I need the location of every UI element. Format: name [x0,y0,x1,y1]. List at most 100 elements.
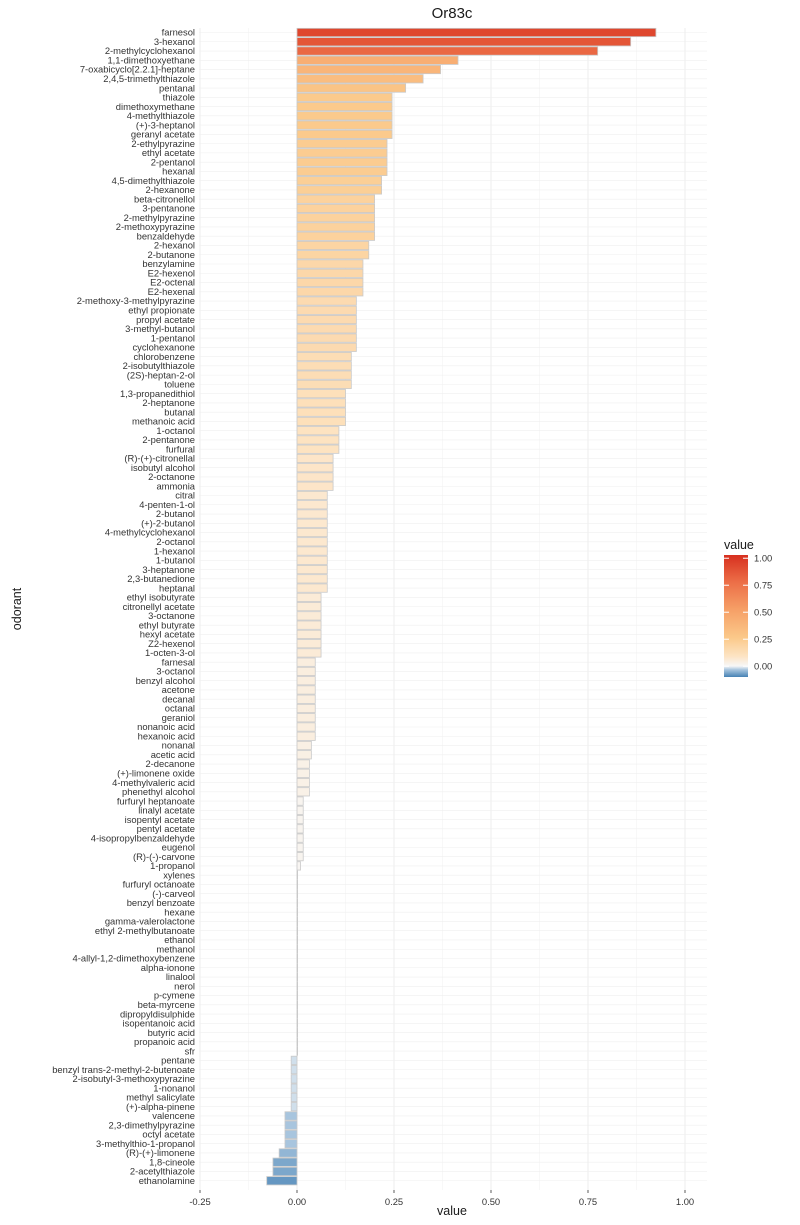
bar [296,277,364,288]
y-tick-label: 3-methyl-butanol [125,323,195,334]
y-tick-label: nerol [174,980,195,991]
y-tick-label: octanal [165,703,195,714]
bar [296,685,316,695]
bar [296,972,299,982]
y-tick-label: 2-hexanol [154,240,195,251]
x-tick-label: 0.75 [579,1196,597,1207]
bar [290,1065,298,1075]
bar [296,889,299,899]
y-tick-labels: farnesol3-hexanol2-methylcyclohexanol1,1… [52,27,196,1186]
y-tick-label: linalyl acetate [138,805,195,816]
y-tick-label: (+)-3-heptanol [136,119,195,130]
y-tick-label: 1-octen-3-ol [145,647,195,658]
y-tick-label: nonanoic acid [137,721,195,732]
y-tick-label: 4-isopropylbenzaldehyde [91,832,195,843]
y-tick-label: geraniol [162,712,195,723]
y-tick-label: 1,1-dimethoxyethane [107,54,195,65]
y-tick-label: farnesal [162,656,195,667]
bar [296,324,357,334]
y-tick-label: 3-octanol [156,666,195,677]
bar [296,389,346,399]
y-tick-label: ethyl propionate [128,305,195,316]
bar [296,879,299,889]
bar [296,740,312,751]
bar [296,203,375,214]
bar [296,250,370,260]
bar [296,787,310,797]
y-tick-label: citral [175,490,195,501]
y-tick-label: beta-myrcene [138,999,195,1010]
bar [296,490,328,501]
legend-tick-label: 0.50 [754,607,772,618]
bar [296,666,316,677]
y-tick-label: 2-methylcyclohexanol [105,45,195,56]
bar [296,435,340,445]
bar [296,916,299,927]
bar [296,907,299,917]
bar [296,833,304,843]
bar [296,852,304,862]
bar [296,509,328,519]
y-tick-label: propanoic acid [134,1036,195,1047]
bar [296,537,328,547]
bar [296,611,322,621]
bar [296,231,375,241]
y-tick-label: 3-pentanone [142,203,195,214]
bar [296,981,299,991]
bar [296,481,334,491]
y-tick-label: ethanolamine [139,1175,195,1186]
legend-title: value [724,538,754,552]
y-tick-label: (R)-(+)-limonene [126,1147,195,1158]
y-tick-label: E2-octenal [150,277,195,288]
y-tick-label: hexane [164,906,195,917]
y-tick-label: 2-isobutylthiazole [123,360,195,371]
bar [296,546,328,556]
y-tick-label: furfuryl heptanoate [117,795,195,806]
bar [296,592,322,602]
bar [296,296,357,306]
bar [296,64,441,75]
y-tick-label: ethyl isobutyrate [127,592,195,603]
y-tick-label: xylenes [163,869,195,880]
bar [296,129,393,139]
y-tick-label: 3-hexanol [154,36,195,47]
bar [296,935,299,945]
bar [290,1074,298,1084]
y-tick-label: geranyl acetate [131,129,195,140]
legend-colorbar [724,555,748,677]
bar [296,713,316,723]
legend-tick-label: 0.00 [754,661,772,672]
legend-tick-label: 1.00 [754,553,772,564]
bar [296,74,424,84]
bar [296,861,301,871]
y-tick-label: 3-methylthio-1-propanol [96,1138,195,1149]
y-tick-label: E2-hexenol [148,267,195,278]
bar [296,92,393,102]
x-tick-label: 0.50 [482,1196,500,1207]
y-tick-label: octyl acetate [142,1129,195,1140]
y-tick-label: (+)-limonene oxide [117,768,195,779]
bar [296,602,322,612]
bar [296,398,346,408]
y-tick-label: chlorobenzene [133,351,195,362]
bar [296,333,357,343]
y-tick-label: citronellyl acetate [123,601,195,612]
x-tick-labels: -0.25 0.00 0.25 0.50 0.75 1.00 [189,1190,694,1207]
bar [272,1166,298,1177]
bar [296,342,357,352]
y-tick-label: ethyl butyrate [139,619,195,630]
y-tick-label: 1,8-cineole [149,1156,195,1167]
bar [296,703,316,714]
bar [296,1000,299,1010]
y-tick-label: 1,3-propanedithiol [120,388,195,399]
bar [284,1120,298,1130]
y-tick-label: 4-methylvaleric acid [112,777,195,788]
y-tick-label: pentyl acetate [137,823,195,834]
y-tick-label: 1-hexanol [154,545,195,556]
bar [284,1111,298,1121]
y-tick-label: 1-octanol [156,425,195,436]
x-tick-label: 0.25 [385,1196,403,1207]
color-legend: value 1.00 0.75 0.50 0.25 0.00 [724,538,772,677]
bar [296,287,364,297]
bar [296,305,357,315]
